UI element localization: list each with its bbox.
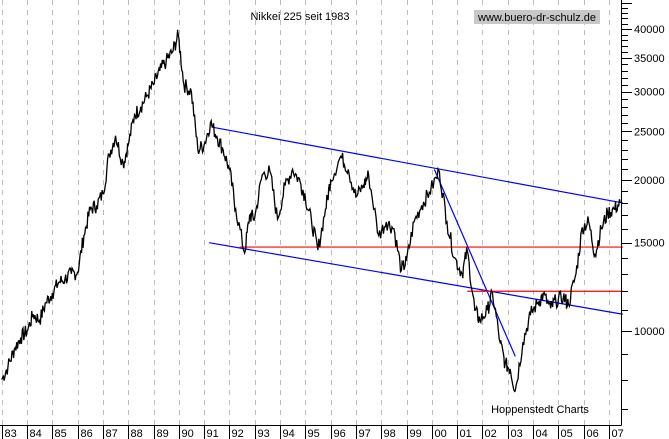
x-tick-label: 99 [410, 428, 422, 439]
x-tick-label: 88 [131, 428, 143, 439]
y-tick-label: 40000 [634, 24, 665, 36]
trend-line [209, 242, 623, 315]
x-tick-label: 07 [612, 428, 624, 439]
x-tick-label: 87 [106, 428, 118, 439]
x-tick-label: 92 [232, 428, 244, 439]
watermark: www.buero-dr-schulz.de [477, 12, 596, 24]
x-tick-label: 86 [81, 428, 93, 439]
x-tick-label: 98 [384, 428, 396, 439]
footer-source: Hoppenstedt Charts [491, 404, 589, 416]
x-tick-label: 94 [283, 428, 295, 439]
x-tick-label: 93 [258, 428, 270, 439]
y-tick-label: 25000 [634, 126, 665, 138]
y-tick-label: 35000 [634, 53, 665, 65]
y-tick-label: 10000 [634, 326, 665, 338]
x-axis: 83 84 85 86 87 88 89 90 91 92 93 94 95 96 97 98 99 00 01 02… [2, 426, 624, 439]
trend-line [433, 169, 516, 357]
trendlines [209, 126, 623, 357]
x-tick-label: 97 [359, 428, 371, 439]
x-tick-label: 04 [536, 428, 548, 439]
x-tick-label: 83 [5, 428, 17, 439]
x-tick-label: 01 [460, 428, 472, 439]
y-tick-label: 20000 [634, 175, 665, 187]
x-tick-label: 91 [207, 428, 219, 439]
x-tick-label: 05 [561, 428, 573, 439]
x-tick-label: 96 [334, 428, 346, 439]
y-axis: 10000 15000 20000 25000 30000 35000 40000 [621, 3, 665, 410]
x-tick-label: 06 [587, 428, 599, 439]
y-tick-label: 15000 [634, 238, 665, 250]
grid [2, 0, 610, 425]
y-tick-label: 30000 [634, 87, 665, 99]
watermark-background [474, 10, 600, 24]
x-tick-label: 03 [511, 428, 523, 439]
x-tick-label: 85 [55, 428, 67, 439]
x-tick-label: 90 [182, 428, 194, 439]
chart-title: Nikkei 225 seit 1983 [250, 11, 349, 23]
x-tick-label: 95 [308, 428, 320, 439]
x-tick-label: 00 [435, 428, 447, 439]
series-line-nikkei [1, 29, 621, 393]
x-tick-label: 84 [30, 428, 42, 439]
trend-line [211, 126, 623, 204]
x-tick-label: 89 [157, 428, 169, 439]
x-tick-label: 02 [485, 428, 497, 439]
